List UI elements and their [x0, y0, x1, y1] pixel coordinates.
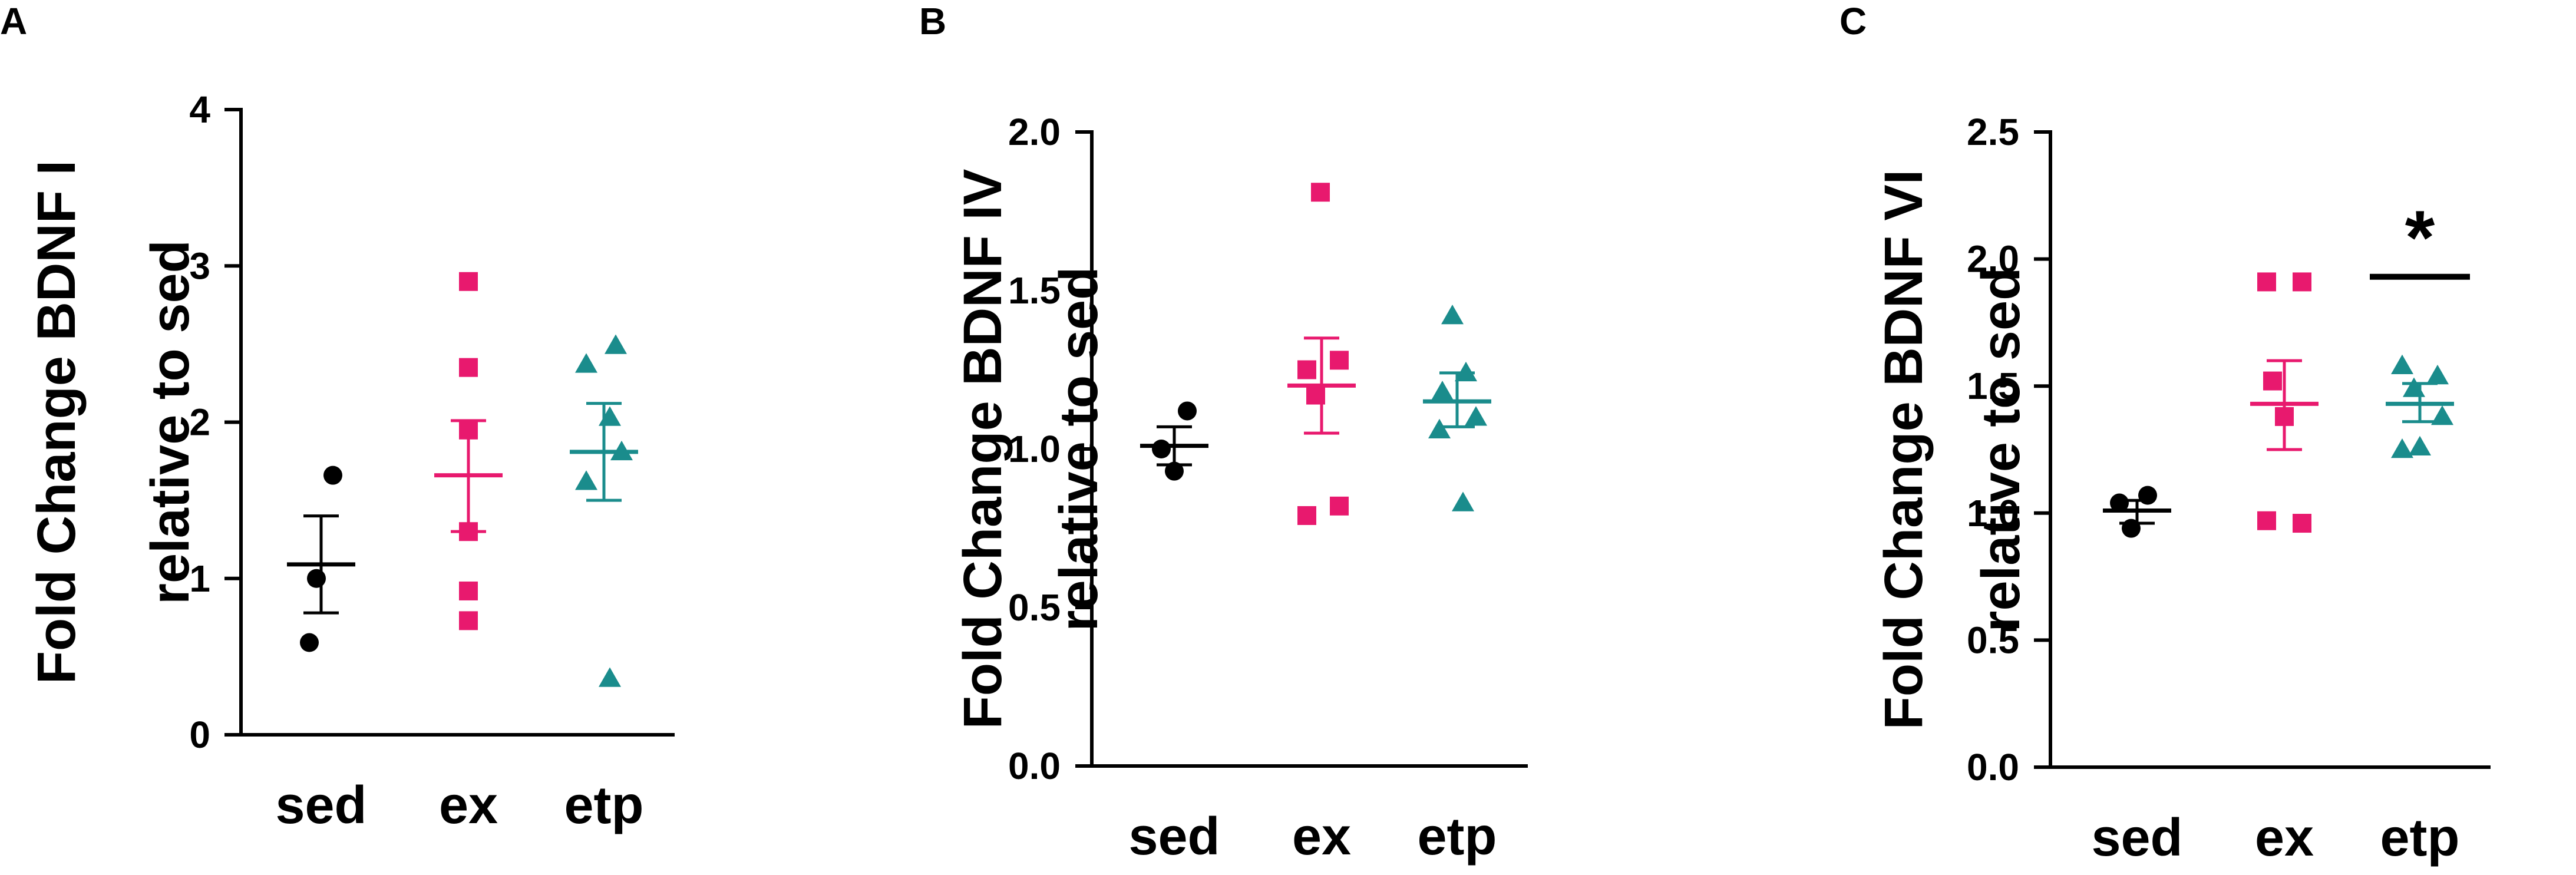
data-point-etp: [2391, 354, 2413, 374]
data-point-ex: [2257, 272, 2276, 292]
data-point-etp: [2391, 438, 2413, 458]
data-point-ex: [2257, 511, 2276, 530]
data-point-ex: [1297, 360, 1316, 379]
data-point-sed: [1178, 401, 1197, 421]
y-tick-label: 1.5: [1008, 269, 1061, 312]
x-tick-label-ex: ex: [1292, 807, 1351, 866]
data-point-sed: [323, 465, 342, 485]
data-point-ex: [2263, 371, 2282, 391]
data-point-ex: [459, 611, 478, 630]
data-point-etp: [2403, 377, 2425, 397]
x-tick-label-etp: etp: [564, 776, 644, 835]
data-point-etp: [599, 406, 621, 426]
data-point-sed: [300, 633, 319, 652]
x-tick-label-sed: sed: [2091, 808, 2182, 867]
y-tick-label: 3: [189, 245, 210, 287]
data-point-etp: [575, 470, 597, 490]
data-point-etp: [1441, 305, 1464, 325]
y-tick-label: 4: [189, 88, 210, 131]
y-tick-label: 1.0: [1967, 492, 2019, 534]
significance-asterisk: *: [2405, 194, 2435, 280]
y-tick-label: 1.0: [1008, 428, 1061, 470]
data-point-ex: [2293, 514, 2311, 533]
y-tick-label: 2.0: [1967, 238, 2019, 280]
y-tick-label: 0.5: [1967, 619, 2019, 661]
data-point-etp: [1452, 491, 1474, 511]
x-tick-label-sed: sed: [275, 776, 366, 835]
data-point-ex: [1311, 183, 1330, 202]
data-point-sed: [307, 569, 326, 588]
panel-letter: A: [0, 0, 27, 42]
data-point-ex: [1297, 506, 1316, 525]
data-point-etp: [575, 353, 597, 373]
data-point-etp: [1431, 381, 1454, 401]
y-tick-label: 0.0: [1008, 745, 1061, 787]
y-axis-label-line-2: relative to sed: [140, 240, 200, 605]
panel-letter: B: [919, 0, 946, 42]
x-tick-label-sed: sed: [1128, 807, 1220, 866]
data-point-ex: [459, 358, 478, 377]
y-tick-label: 2.0: [1008, 111, 1061, 153]
data-point-sed: [1165, 461, 1184, 481]
y-tick-label: 1: [189, 557, 210, 600]
y-tick-label: 0.5: [1008, 586, 1061, 629]
data-point-ex: [2293, 272, 2311, 292]
data-point-etp: [1465, 406, 1487, 426]
data-point-etp: [2431, 405, 2453, 425]
data-point-ex: [1330, 351, 1349, 370]
data-point-etp: [1428, 418, 1451, 438]
x-tick-label-etp: etp: [2380, 808, 2460, 867]
panel-letter: C: [1839, 0, 1867, 42]
x-tick-label-ex: ex: [439, 776, 498, 835]
data-point-etp: [2409, 435, 2431, 455]
data-point-etp: [599, 667, 621, 687]
y-axis-label-line-2: relative to sed: [1971, 268, 2031, 632]
data-point-ex: [459, 581, 478, 600]
y-tick-label: 1.5: [1967, 365, 2019, 407]
data-point-etp: [2426, 364, 2449, 385]
y-axis-label-line-1: Fold Change BDNF IV: [953, 169, 1013, 729]
x-tick-label-ex: ex: [2255, 808, 2314, 867]
data-point-sed: [2110, 493, 2129, 513]
x-tick-label-etp: etp: [1418, 807, 1497, 866]
data-point-ex: [1330, 496, 1349, 516]
panel-c: C Fold Change BDNF VI relative to sed 0.0 0.…: [1839, 0, 2491, 867]
data-point-sed: [2138, 486, 2157, 505]
y-tick-label: 2: [189, 401, 210, 444]
data-point-ex: [459, 272, 478, 291]
data-point-sed: [1152, 440, 1171, 458]
y-tick-label: 0: [189, 714, 210, 756]
y-tick-label: 2.5: [1967, 111, 2019, 153]
y-axis-label-line-1: Fold Change BDNF I: [27, 160, 87, 684]
panel-a: A Fold Change BDNF I relative to sed 0 1 2 3 4 s…: [0, 0, 675, 835]
y-axis-label-line-1: Fold Change BDNF VI: [1874, 170, 1934, 730]
y-tick-label: 0.0: [1967, 746, 2019, 788]
data-point-etp: [605, 334, 627, 354]
